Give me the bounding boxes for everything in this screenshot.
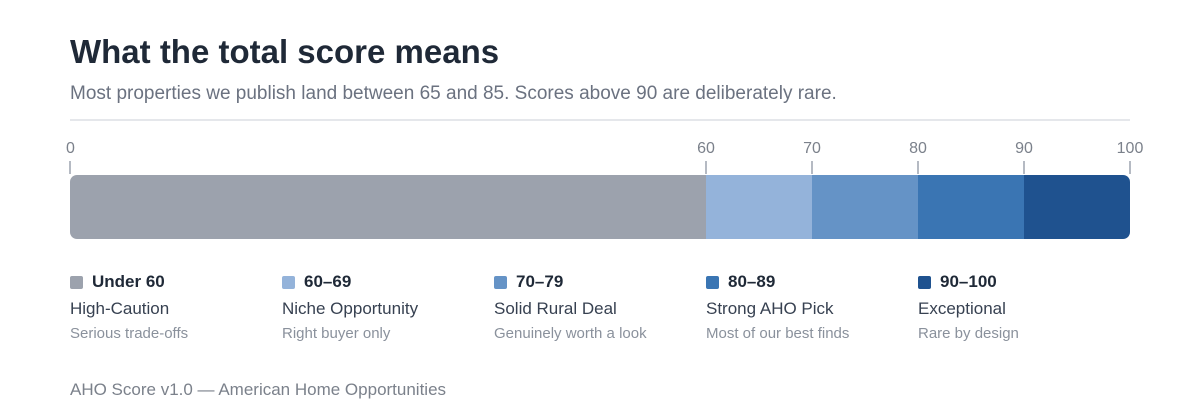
legend-range: 80–89 (728, 272, 776, 291)
legend-range: 70–79 (516, 272, 564, 291)
score-band-segment (70, 175, 706, 239)
legend-range: 60–69 (304, 272, 352, 291)
legend-range: Under 60 (92, 272, 165, 291)
legend-swatch (918, 275, 931, 289)
score-legend: Under 60 High-Caution Serious trade-offs 60… (70, 270, 1130, 350)
score-scale-chart: 0 60 70 80 90 100 (66, 140, 1143, 239)
legend-item: 90–100 Exceptional Rare by design (918, 270, 1118, 344)
tick-label: 100 (1117, 140, 1144, 157)
footer-note: AHO Score v1.0 — American Home Opportuni… (70, 380, 447, 399)
legend-swatch (706, 275, 719, 289)
score-band-segment (706, 175, 812, 239)
tick-layer: 0 60 70 80 90 100 (66, 140, 1143, 174)
legend-description: Right buyer only (282, 325, 391, 342)
legend-range-row: 80–89 (706, 270, 906, 294)
legend-label: Exceptional (918, 299, 1006, 318)
score-band-segment (812, 175, 918, 239)
tick-label: 60 (697, 140, 715, 157)
page-title: What the total score means (70, 33, 500, 70)
score-band-segment (918, 175, 1024, 239)
legend-item: Under 60 High-Caution Serious trade-offs (70, 270, 270, 344)
tick-label: 80 (909, 140, 927, 157)
score-band-segment (1024, 175, 1130, 239)
legend-description: Serious trade-offs (70, 325, 189, 342)
legend-description: Rare by design (918, 325, 1019, 342)
legend-swatch (494, 275, 507, 289)
score-legend-card: What the total score means Most properti… (66, 0, 1143, 420)
bar-layer (70, 175, 1130, 239)
legend-range-row: 90–100 (918, 270, 1118, 294)
legend-item: 70–79 Solid Rural Deal Genuinely worth a l… (494, 270, 694, 344)
legend-range-row: 60–69 (282, 270, 482, 294)
page-subtitle: Most properties we publish land between … (70, 83, 837, 104)
legend-description: Genuinely worth a look (494, 325, 647, 342)
legend-swatch (282, 275, 295, 289)
header-divider (70, 119, 1130, 121)
legend-label: High-Caution (70, 299, 170, 318)
legend-label: Niche Opportunity (282, 299, 419, 318)
legend-label: Strong AHO Pick (706, 299, 834, 318)
legend-range-row: 70–79 (494, 270, 694, 294)
tick-label: 70 (803, 140, 821, 157)
tick-label: 0 (66, 140, 75, 157)
legend-description: Most of our best finds (706, 325, 850, 342)
legend-label: Solid Rural Deal (494, 299, 617, 318)
legend-item: 60–69 Niche Opportunity Right buyer only (282, 270, 482, 344)
legend-item: 80–89 Strong AHO Pick Most of our best fin… (706, 270, 906, 344)
legend-swatch (70, 275, 83, 289)
tick-label: 90 (1015, 140, 1033, 157)
legend-range-row: Under 60 (70, 270, 270, 294)
legend-range: 90–100 (940, 272, 997, 291)
